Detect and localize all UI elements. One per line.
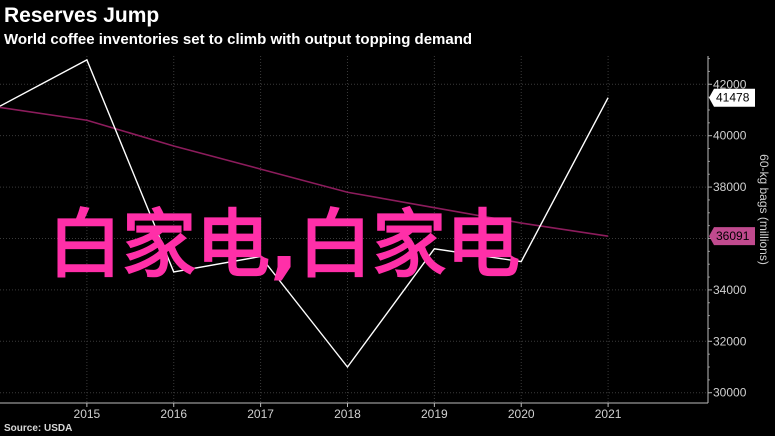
x-tick-label: 2015: [74, 407, 101, 421]
series-line-white: [0, 58, 609, 369]
x-tick-label: 2017: [247, 407, 274, 421]
x-tick-label: 2021: [595, 407, 622, 421]
y-tick-label: 42000: [713, 77, 747, 91]
callout-box: [709, 88, 755, 107]
callout-label: 41478: [716, 91, 750, 105]
x-tick-label: 2020: [508, 407, 535, 421]
x-tick-label: 2018: [334, 407, 361, 421]
chart-subtitle: World coffee inventories set to climb wi…: [4, 31, 473, 48]
series-line-magenta: [0, 106, 609, 237]
callout-label: 36091: [716, 229, 750, 243]
y-tick-label: 32000: [713, 334, 747, 348]
chart-title: Reserves Jump: [4, 4, 160, 27]
watermark-text: 白家电,白家电: [48, 202, 520, 288]
y-axis-label: 60-kg bags (millions): [757, 154, 771, 265]
y-tick-label: 38000: [713, 180, 747, 194]
y-tick-label: 30000: [713, 386, 747, 400]
source-note: Source: USDA: [4, 423, 73, 434]
x-tick-label: 2016: [160, 407, 187, 421]
callouts: 41478 36091: [709, 88, 755, 246]
callout-box: [709, 227, 755, 246]
y-tick-label: 40000: [713, 129, 747, 143]
series-lines: [0, 58, 609, 369]
callout-magenta: 36091: [709, 227, 755, 246]
x-tick-label: 2019: [421, 407, 448, 421]
callout-white: 41478: [709, 88, 755, 107]
y-tick-label: 34000: [713, 283, 747, 297]
